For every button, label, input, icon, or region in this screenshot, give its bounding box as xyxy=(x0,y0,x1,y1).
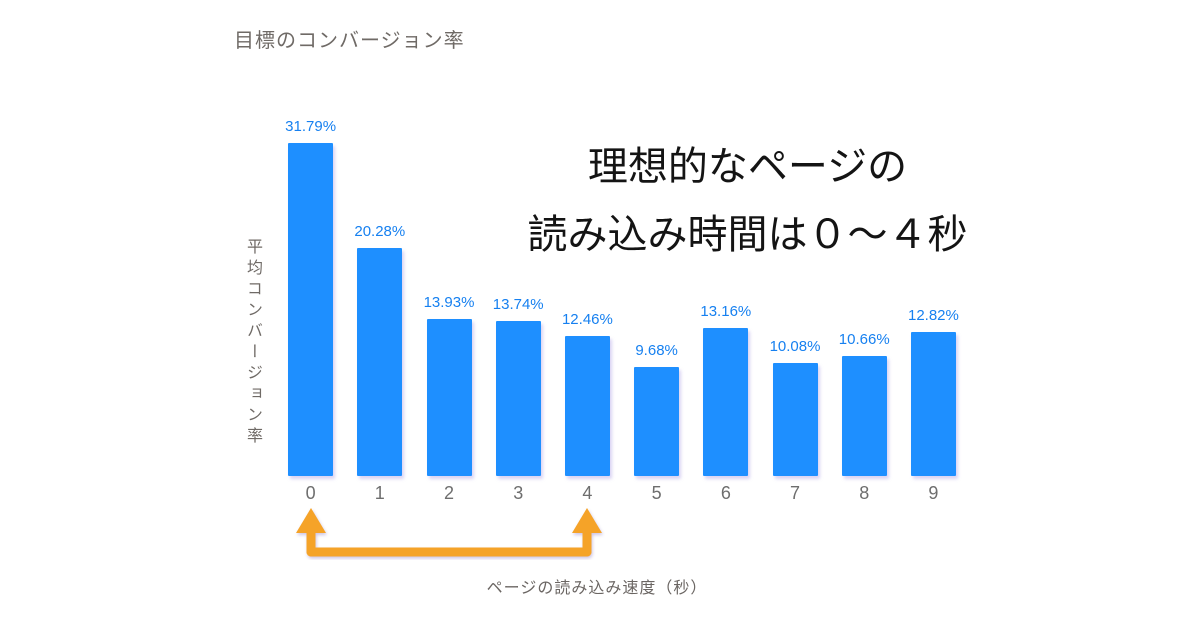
bar-value-label: 9.68% xyxy=(635,342,678,359)
bar-value-label: 12.46% xyxy=(561,310,613,328)
x-tick-label: 8 xyxy=(859,483,870,503)
annotation-line-1: 理想的なページの xyxy=(587,145,908,189)
bar-group: 9.68% 5 xyxy=(622,118,691,503)
bar-value-label: 10.66% xyxy=(838,331,890,348)
plot-area: 31.79% 0 20.28% 1 13.93% 2 13.74% 3 12.46% 4 9.68%… xyxy=(276,118,968,504)
bar-group: 20.28% 1 xyxy=(345,118,414,503)
bar-value-label: 31.79% xyxy=(285,118,337,135)
y-axis-label: 平均コンバージョン率 xyxy=(244,238,261,448)
arrow-right-head xyxy=(572,508,602,533)
x-tick-label: 4 xyxy=(582,483,593,503)
bar xyxy=(564,335,610,476)
x-tick-label: 7 xyxy=(790,483,801,503)
bar xyxy=(288,143,334,476)
bar-group: 31.79% 0 xyxy=(276,118,345,503)
bar-value-label: 13.74% xyxy=(492,296,544,314)
x-tick-label: 6 xyxy=(720,483,731,503)
bar-value-label: 20.28% xyxy=(354,222,406,240)
x-tick-label: 1 xyxy=(374,483,385,503)
bar xyxy=(357,247,403,476)
ideal-range-arrow xyxy=(296,508,602,557)
bar xyxy=(426,319,472,476)
x-tick-label: 2 xyxy=(444,483,455,503)
bar-group: 12.46% 4 xyxy=(553,118,622,503)
x-tick-label: 9 xyxy=(928,483,939,503)
bar-group: 10.66% 8 xyxy=(830,118,899,503)
bar xyxy=(910,331,956,476)
bar-group: 10.08% 7 xyxy=(760,118,829,504)
bar xyxy=(772,362,818,476)
bar-value-label: 10.08% xyxy=(769,337,821,355)
annotation-text: 理想的なページの 読み込み時間は０～４秒 xyxy=(495,133,1000,269)
bar xyxy=(495,321,541,476)
x-tick-label: 5 xyxy=(651,483,662,503)
x-axis-label: ページの読み込み速度（秒） xyxy=(486,580,708,597)
bar-group: 13.16% 6 xyxy=(691,118,760,503)
chart-title: 目標のコンバージョン率 xyxy=(234,30,465,52)
bar xyxy=(634,367,680,476)
bar-group: 12.82% 9 xyxy=(899,118,968,503)
bar xyxy=(703,327,749,476)
bar-value-label: 12.82% xyxy=(907,306,959,324)
arrow-left-head xyxy=(296,508,326,533)
bar xyxy=(841,356,887,476)
bar-group: 13.74% 3 xyxy=(484,118,553,503)
x-tick-label: 3 xyxy=(513,483,524,503)
bar-value-label: 13.16% xyxy=(700,302,752,320)
bar-group: 13.93% 2 xyxy=(414,118,483,503)
annotation-line-2: 読み込み時間は０～４秒 xyxy=(527,213,968,257)
x-tick-label: 0 xyxy=(305,483,316,503)
bar-value-label: 13.93% xyxy=(423,294,475,312)
